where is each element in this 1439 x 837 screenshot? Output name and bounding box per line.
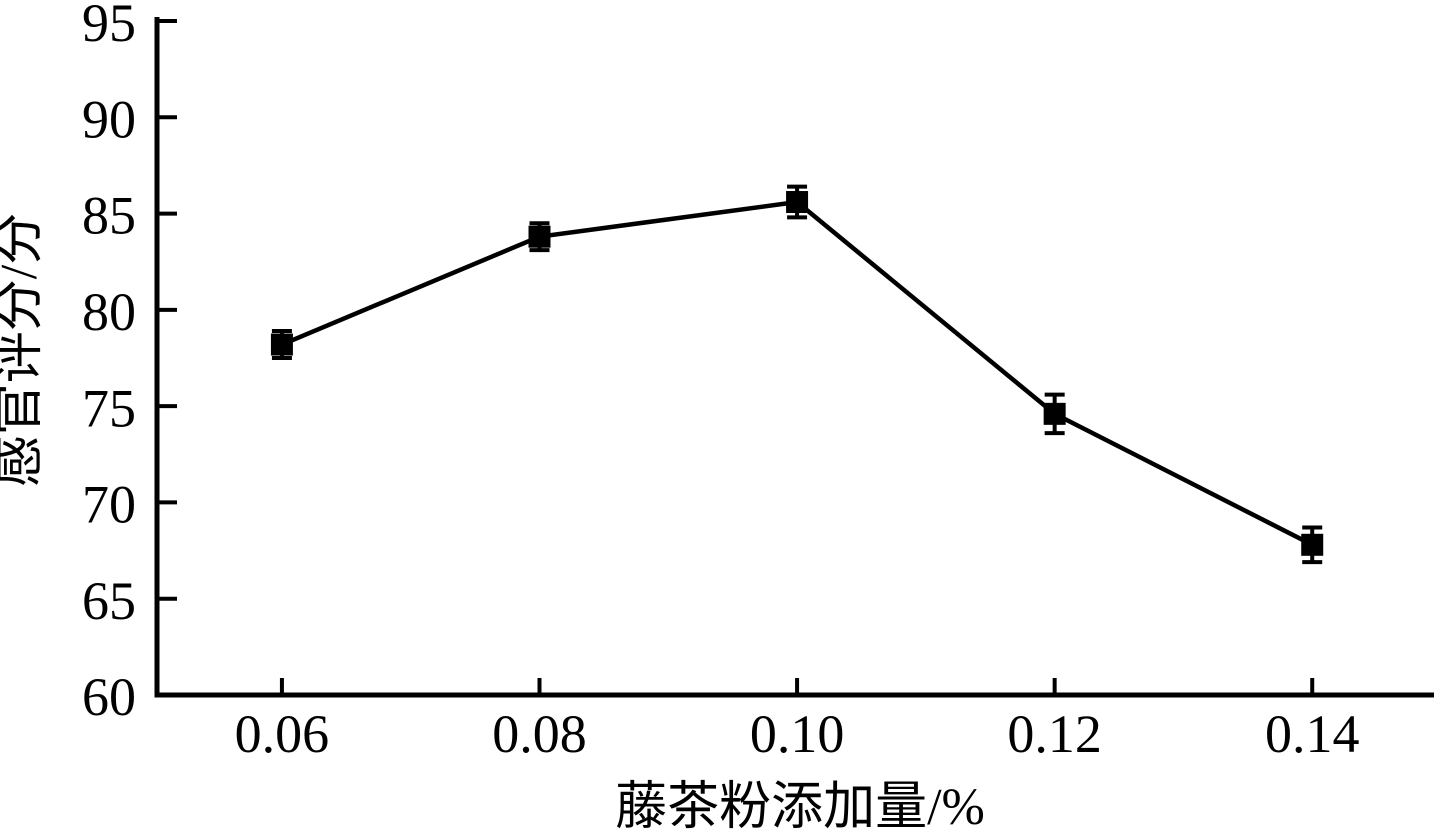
- data-point-marker: [1301, 533, 1324, 556]
- y-tick-label: 80: [82, 282, 136, 342]
- x-tick-label: 0.12: [1007, 704, 1102, 764]
- data-point-marker: [786, 191, 809, 214]
- y-tick-label: 85: [82, 186, 136, 246]
- data-point-marker: [1043, 402, 1066, 425]
- x-tick-label: 0.06: [235, 704, 330, 764]
- y-tick-label: 90: [82, 89, 136, 149]
- data-point-marker: [270, 333, 293, 356]
- data-point-marker: [528, 225, 551, 248]
- series-line: [281, 199, 1314, 547]
- y-tick-label: 75: [82, 378, 136, 438]
- x-axis-title: 藤茶粉添加量/%: [615, 779, 985, 836]
- y-tick-label: 60: [82, 667, 136, 727]
- y-tick-label: 95: [82, 0, 136, 53]
- y-tick-label: 65: [82, 571, 136, 631]
- x-tick-label: 0.10: [750, 704, 845, 764]
- y-axis-title: 感官评分/分: [0, 213, 48, 487]
- x-tick-label: 0.14: [1265, 704, 1360, 764]
- x-tick-label: 0.08: [492, 704, 587, 764]
- y-tick-label: 70: [82, 475, 136, 535]
